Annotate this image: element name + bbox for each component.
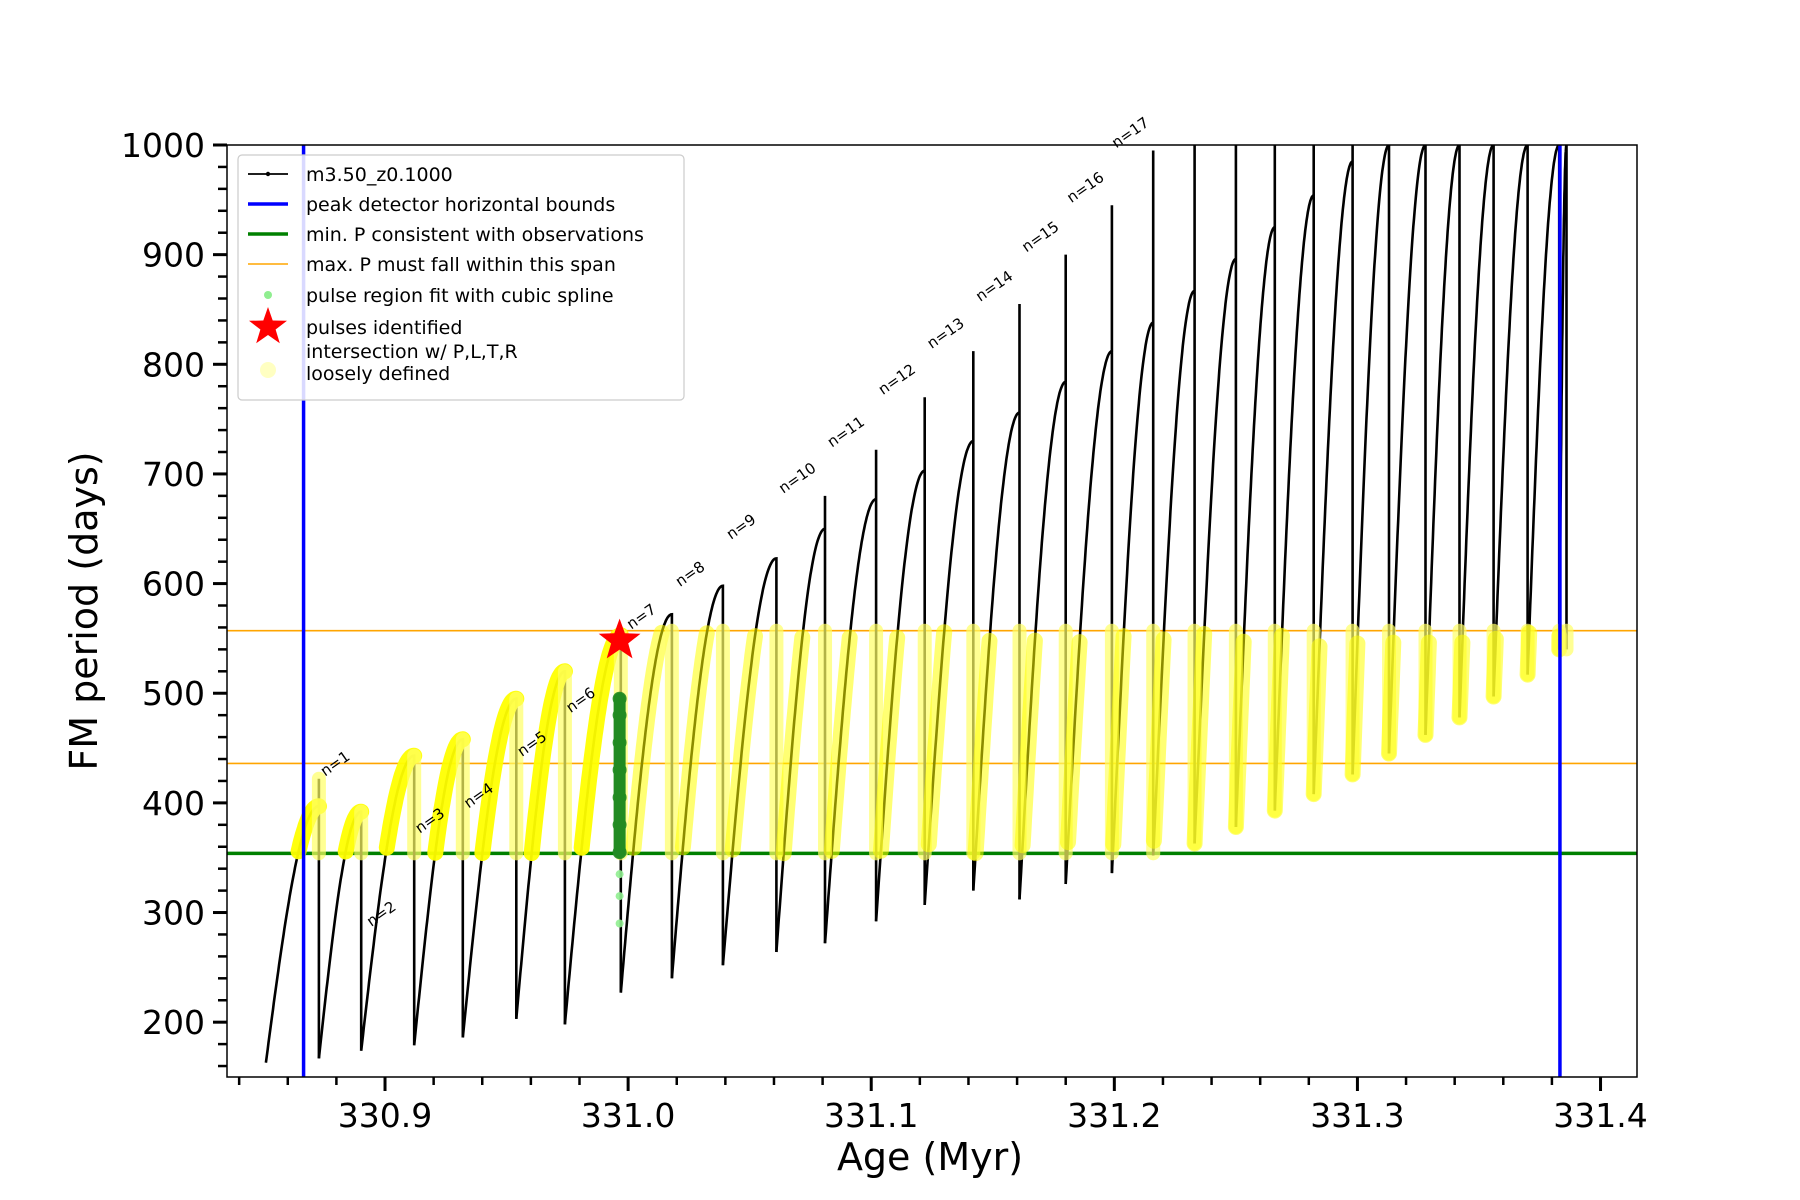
intersection-band-15 bbox=[967, 632, 998, 862]
intersection-band-23 bbox=[1305, 638, 1328, 803]
pulses-identified-layer bbox=[598, 618, 641, 659]
legend-label: pulse region fit with cubic spline bbox=[306, 285, 614, 307]
model-cycle-25 bbox=[1387, 145, 1427, 754]
y-tick-label: 900 bbox=[142, 236, 205, 275]
pulse-identified-star-1 bbox=[598, 618, 641, 659]
legend-label-line2: loosely defined bbox=[306, 363, 450, 385]
intersection-band-19 bbox=[1145, 631, 1172, 849]
legend-label: pulses identified bbox=[306, 317, 462, 339]
intersection-band-29 bbox=[1519, 625, 1538, 683]
legend-entry-5: pulse region fit with cubic spline bbox=[264, 285, 614, 307]
y-axis-title: FM period (days) bbox=[62, 451, 106, 770]
y-tick-label: 300 bbox=[142, 894, 205, 933]
x-axis: 330.9 331.0 331.1 331.2 331.3 331.4 bbox=[237, 1077, 1648, 1135]
x-tick-label: 331.2 bbox=[1067, 1096, 1161, 1135]
legend-label: peak detector horizontal bounds bbox=[306, 194, 615, 216]
spline-point-3 bbox=[615, 870, 624, 879]
intersection-band-21 bbox=[1227, 633, 1252, 835]
intersection-band-26 bbox=[1417, 634, 1437, 743]
y-tick-label: 500 bbox=[142, 674, 205, 713]
legend-label: m3.50_z0.1000 bbox=[306, 164, 453, 186]
intersection-band-24 bbox=[1344, 635, 1366, 783]
intersection-band-10 bbox=[724, 628, 763, 858]
legend-label: min. P consistent with observations bbox=[306, 224, 644, 246]
legend-label: max. P must fall within this span bbox=[306, 254, 616, 276]
spline-point-1 bbox=[615, 919, 624, 928]
legend-swatch bbox=[249, 307, 287, 344]
spline-point-2 bbox=[615, 892, 624, 901]
legend-entry-1: m3.50_z0.1000 bbox=[248, 164, 453, 186]
y-tick-label: 700 bbox=[142, 455, 205, 494]
model-cycle-27 bbox=[1458, 145, 1495, 718]
legend-entry-4: max. P must fall within this span bbox=[248, 254, 616, 276]
x-tick-label: 331.0 bbox=[581, 1096, 675, 1135]
intersection-band-18 bbox=[1105, 628, 1132, 853]
intersection-band-22 bbox=[1266, 627, 1290, 819]
legend-swatch-marker bbox=[265, 171, 271, 177]
legend-box bbox=[237, 154, 685, 401]
intersection-band-27 bbox=[1451, 634, 1471, 726]
plot-area bbox=[227, 145, 1637, 1077]
x-tick-label: 331.1 bbox=[824, 1096, 918, 1135]
y-axis: 200 300 400 500 600 700 800 900 1000 bbox=[121, 126, 227, 1068]
intersection-band-28 bbox=[1485, 630, 1504, 705]
intersection-region bbox=[290, 623, 1574, 862]
intersection-band-9 bbox=[674, 625, 715, 856]
intersection-band-12 bbox=[823, 629, 858, 859]
plot-frame bbox=[226, 144, 1638, 1078]
x-axis-title: Age (Myr) bbox=[837, 1135, 1023, 1179]
intersection-band-14 bbox=[920, 624, 953, 853]
legend-entry-2: peak detector horizontal bounds bbox=[248, 194, 615, 216]
intersection-band-25 bbox=[1381, 634, 1402, 762]
y-tick-label: 800 bbox=[142, 345, 205, 384]
x-tick-label: 330.9 bbox=[338, 1096, 432, 1135]
intersection-band-11 bbox=[775, 629, 811, 862]
model-cycle-26 bbox=[1424, 145, 1461, 735]
y-tick-label: 200 bbox=[142, 1003, 205, 1042]
intersection-band-13 bbox=[872, 629, 906, 859]
legend-swatch bbox=[264, 291, 272, 299]
spline-fit-region bbox=[612, 691, 627, 928]
y-tick-label: 600 bbox=[142, 565, 205, 604]
legend-entry-3: min. P consistent with observations bbox=[248, 224, 644, 246]
y-tick-label: 1000 bbox=[121, 126, 205, 165]
intersection-band-17 bbox=[1060, 634, 1088, 851]
intersection-band-8 bbox=[625, 624, 670, 856]
legend-label: intersection w/ P,L,T,R bbox=[306, 341, 518, 363]
intersection-band-20 bbox=[1186, 626, 1213, 852]
model-cycle-23 bbox=[1312, 145, 1354, 795]
model-cycle-24 bbox=[1351, 145, 1391, 775]
legend-entry-6: pulses identified bbox=[249, 307, 462, 344]
x-tick-label: 331.4 bbox=[1553, 1096, 1647, 1135]
y-tick-label: 400 bbox=[142, 784, 205, 823]
legend-swatch bbox=[260, 362, 276, 378]
model-cycle-29 bbox=[1526, 145, 1561, 675]
model-cycle-28 bbox=[1492, 145, 1529, 697]
x-tick-label: 331.3 bbox=[1310, 1096, 1404, 1135]
intersection-band-16 bbox=[1014, 632, 1043, 854]
